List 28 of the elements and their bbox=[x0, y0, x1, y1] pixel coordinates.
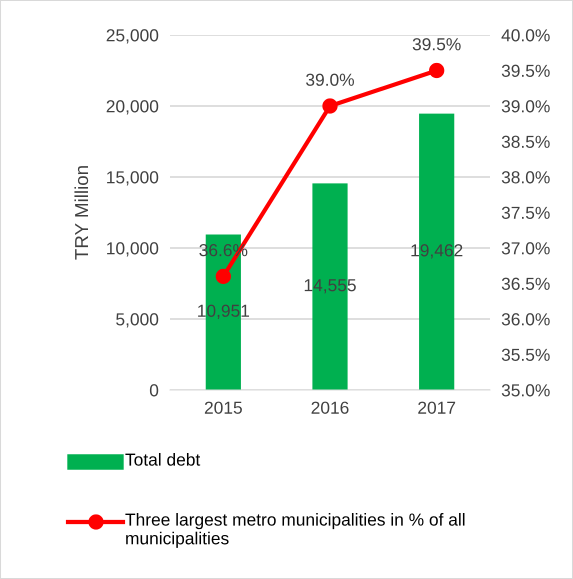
point bbox=[216, 268, 231, 284]
y2-tick-label: 36.5% bbox=[502, 278, 550, 290]
x-tick-label: 2017 bbox=[418, 402, 456, 414]
data-label: 39.5% bbox=[412, 38, 461, 50]
y2-tick-label: 35.0% bbox=[502, 384, 550, 396]
point bbox=[429, 62, 444, 78]
y2-tick-label: 40.0% bbox=[502, 29, 550, 42]
y-tick-label: 15,000 bbox=[107, 171, 158, 186]
y-tick-label: 20,000 bbox=[106, 100, 158, 115]
x-tick-label: 2015 bbox=[204, 402, 242, 414]
y2-tick-label: 36.0% bbox=[502, 313, 550, 326]
y2-tick-label: 38.5% bbox=[502, 136, 550, 148]
legend-label: Three largest metro municipalities in % of all municipalities bbox=[125, 513, 464, 548]
y2-tick-label: 39.5% bbox=[502, 64, 550, 77]
y2-tick-label: 37.0% bbox=[502, 242, 550, 254]
y2-tick-label: 38.0% bbox=[502, 171, 550, 184]
y-tick-label: 0 bbox=[150, 384, 158, 396]
x-tick-label: 2016 bbox=[312, 402, 349, 414]
y-tick-label: 10,000 bbox=[107, 242, 158, 257]
data-label: 39.0% bbox=[306, 74, 354, 86]
point bbox=[322, 98, 338, 114]
y2-tick-label: 37.5% bbox=[502, 206, 550, 219]
y-axis-title: TRY Million bbox=[74, 166, 88, 260]
y2-tick-label: 35.5% bbox=[502, 348, 550, 361]
legend-label: Total debt bbox=[125, 453, 200, 466]
y-tick-label: 25,000 bbox=[106, 29, 158, 44]
y2-tick-label: 39.0% bbox=[502, 100, 550, 112]
y-tick-label: 5,000 bbox=[116, 313, 158, 328]
